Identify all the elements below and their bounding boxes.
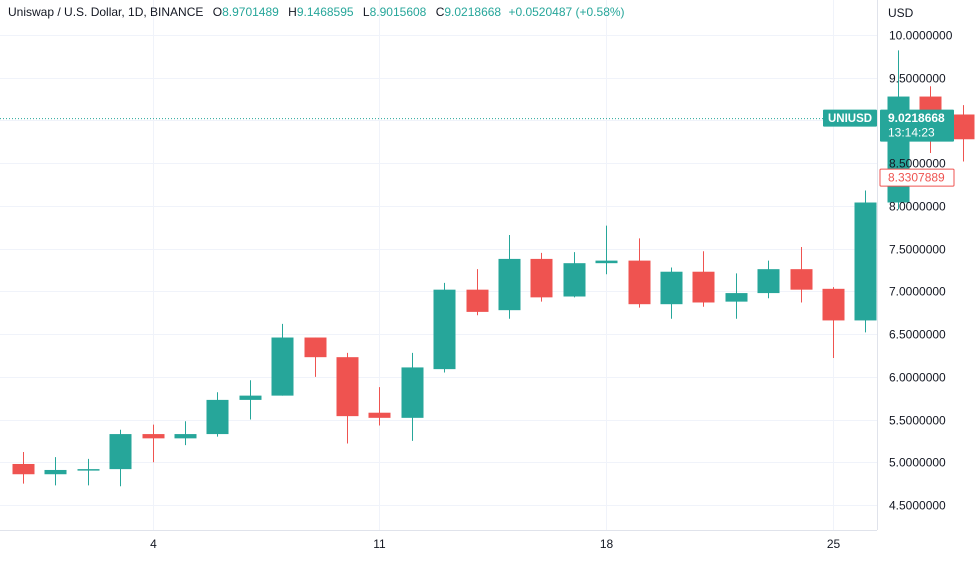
candle	[13, 452, 35, 484]
price-tick-label: 6.5000000	[889, 328, 946, 342]
time-axis[interactable]: 4 11 18 25	[150, 537, 840, 551]
time-tick-label: 25	[827, 537, 841, 551]
candle-body	[207, 400, 229, 434]
candle-body	[531, 259, 553, 297]
candle	[402, 353, 424, 441]
level-price-tag: 8.3307889	[880, 169, 954, 186]
candle	[661, 267, 683, 318]
price-tick-label: 7.5000000	[889, 243, 946, 257]
price-tick-label: 7.0000000	[889, 285, 946, 299]
candle	[564, 252, 586, 297]
price-tick-label: 8.5000000	[889, 157, 946, 171]
candle-body	[45, 470, 67, 474]
candle-body	[499, 259, 521, 310]
candle-body	[855, 203, 877, 321]
level-price-value: 8.3307889	[888, 171, 945, 185]
candle-body	[402, 367, 424, 417]
close-value: 9.0218668	[444, 5, 501, 19]
time-tick-label: 4	[150, 537, 157, 551]
candle-body	[272, 338, 294, 396]
price-tick-label: 8.0000000	[889, 200, 946, 214]
price-tick-label: 4.5000000	[889, 499, 946, 513]
price-tick-label: 10.0000000	[889, 29, 953, 43]
currency-label: USD	[888, 6, 914, 20]
candle-body	[726, 293, 748, 302]
candle	[434, 283, 456, 373]
candle-body	[13, 464, 35, 474]
candle-body	[564, 263, 586, 296]
candle-body	[758, 269, 780, 293]
candle	[726, 273, 748, 318]
candle	[823, 287, 845, 358]
candle	[467, 269, 489, 315]
candle	[953, 105, 975, 161]
time-tick-label: 18	[600, 537, 614, 551]
candle-body	[240, 396, 262, 400]
candle-body	[629, 261, 651, 305]
symbol-title: Uniswap / U.S. Dollar, 1D, BINANCE	[8, 5, 203, 19]
low-label: L	[363, 5, 370, 19]
current-price-tag: UNIUSD 9.0218668 13:14:23	[823, 110, 954, 142]
candle	[499, 235, 521, 319]
candle	[693, 251, 715, 307]
current-price-value: 9.0218668	[888, 111, 945, 125]
time-tick-label: 11	[373, 537, 386, 551]
open-label: O	[213, 5, 222, 19]
candle	[791, 247, 813, 303]
candle-body	[953, 114, 975, 139]
candle	[629, 238, 651, 307]
price-tick-label: 5.0000000	[889, 456, 946, 470]
candle-body	[596, 261, 618, 264]
candle-body	[693, 272, 715, 303]
candle	[207, 392, 229, 436]
candle	[369, 387, 391, 425]
candle-body	[434, 290, 456, 369]
price-tick-label: 9.5000000	[889, 72, 946, 86]
candle-body	[661, 272, 683, 304]
open-value: 8.9701489	[222, 5, 279, 19]
candle-body	[337, 357, 359, 416]
candle	[143, 425, 165, 463]
candle	[305, 338, 327, 377]
candle	[758, 261, 780, 299]
price-tick-label: 5.5000000	[889, 414, 946, 428]
candle-body	[823, 289, 845, 321]
candle-body	[305, 338, 327, 358]
high-value: 9.1468595	[297, 5, 354, 19]
candle	[337, 353, 359, 444]
candle-body	[175, 434, 197, 438]
candle	[175, 421, 197, 445]
candle-body	[78, 469, 100, 471]
high-label: H	[288, 5, 297, 19]
change-value: +0.0520487 (+0.58%)	[508, 5, 624, 19]
candle-body	[791, 269, 813, 290]
candle	[855, 191, 877, 333]
low-value: 8.9015608	[370, 5, 427, 19]
candle	[45, 457, 67, 485]
bar-countdown: 13:14:23	[888, 126, 935, 140]
symbol-legend: Uniswap / U.S. Dollar, 1D, BINANCE O8.97…	[8, 5, 625, 19]
grid-layer	[0, 0, 877, 530]
ticker-label: UNIUSD	[828, 113, 872, 125]
candle-body	[467, 290, 489, 312]
candle-body	[143, 434, 165, 438]
candle	[240, 380, 262, 419]
candle-body	[110, 434, 132, 469]
candle	[531, 253, 553, 302]
candle-body	[369, 413, 391, 418]
candle	[110, 430, 132, 486]
price-tick-label: 6.0000000	[889, 371, 946, 385]
